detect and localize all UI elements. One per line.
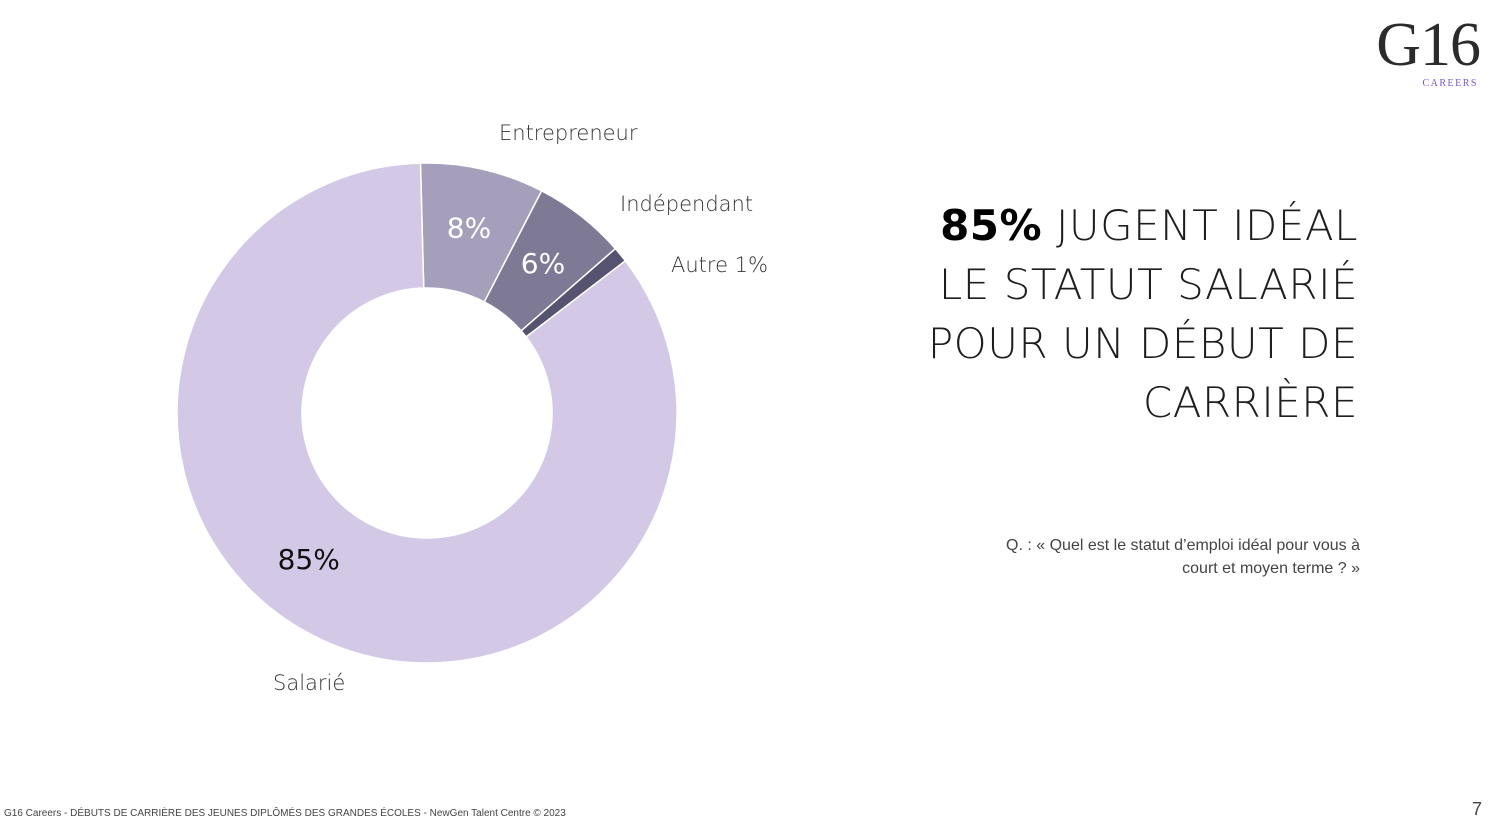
headline: 85% JUGENT IDÉAL LE STATUT SALARIÉ POUR … xyxy=(798,196,1358,432)
slice-category-label: Entrepreneur xyxy=(499,121,638,145)
headline-highlight: 85% xyxy=(940,201,1043,250)
slice-value-label: 8% xyxy=(447,212,491,245)
slice-category-label: Indépendant xyxy=(620,192,753,216)
footer-source: G16 Careers - DÉBUTS DE CARRIÈRE DES JEU… xyxy=(4,808,566,819)
slice-category-label: Salarié xyxy=(273,671,345,695)
survey-question-line-2: court et moyen terme ? » xyxy=(1182,560,1360,577)
page-number: 7 xyxy=(1471,799,1482,819)
g16-careers-logo: G16 CAREERS xyxy=(1376,11,1481,89)
headline-line-3: POUR UN DÉBUT DE xyxy=(927,319,1358,368)
headline-line-4: CARRIÈRE xyxy=(1142,378,1358,427)
chart-labels: 8% Entrepreneur 6% Indépendant Autre 1% 85% Sa… xyxy=(273,121,768,695)
headline-line-2: LE STATUT SALARIÉ xyxy=(938,260,1358,309)
slice-value-label: 6% xyxy=(521,247,565,280)
slice-salarie xyxy=(176,162,678,664)
chart-slices xyxy=(176,162,678,664)
headline-line-1-rest: JUGENT IDÉAL xyxy=(1042,201,1358,250)
donut-chart: 8% Entrepreneur 6% Indépendant Autre 1% 85% Sa… xyxy=(176,121,768,695)
slice-value-label: 85% xyxy=(278,543,340,576)
survey-question-line-1: Q. : « Quel est le statut d’emploi idéal… xyxy=(1006,537,1360,554)
logo-subtitle: CAREERS xyxy=(1422,78,1478,89)
slice-category-label: Autre 1% xyxy=(671,253,768,277)
headline-line-1: 85% JUGENT IDÉAL xyxy=(798,196,1358,255)
survey-question: Q. : « Quel est le statut d’emploi idéal… xyxy=(920,534,1360,580)
logo-mark: G16 xyxy=(1376,11,1481,79)
